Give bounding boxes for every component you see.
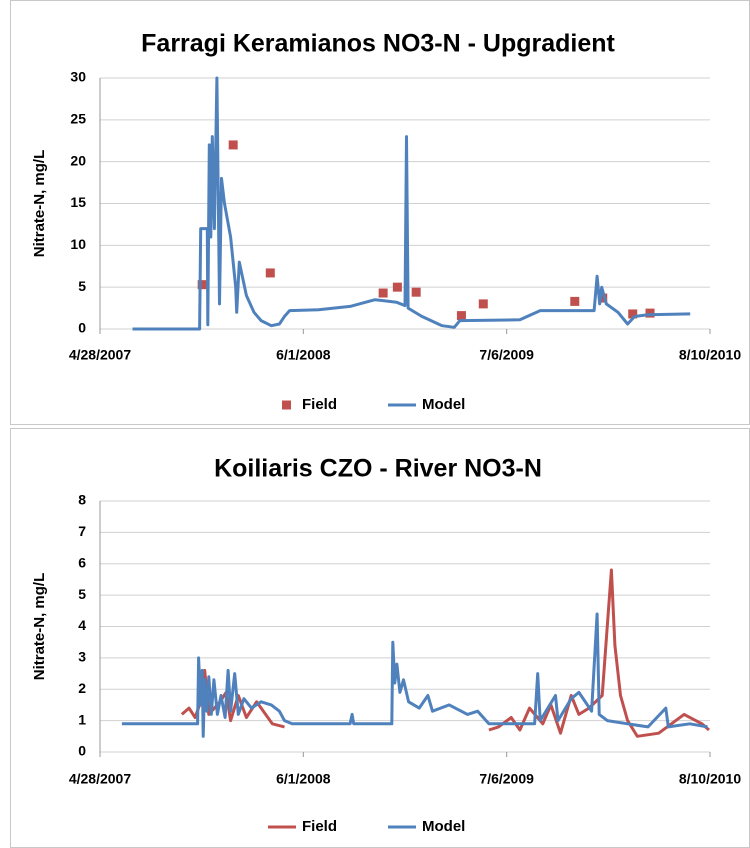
data-point <box>628 309 638 319</box>
legend-label: Model <box>422 818 465 835</box>
x-tick-label: 6/1/2008 <box>276 771 331 787</box>
x-tick-label: 7/6/2009 <box>479 771 534 787</box>
data-point <box>265 268 275 278</box>
x-tick-label: 8/10/2010 <box>679 347 741 363</box>
legend-label: Field <box>302 396 337 413</box>
chart-title: Farragi Keramianos NO3-N - Upgradient <box>141 30 615 58</box>
y-tick-label: 30 <box>70 69 86 85</box>
chart-title: Koiliaris CZO - River NO3-N <box>214 455 542 483</box>
data-point <box>197 280 207 290</box>
y-tick-label: 4 <box>78 617 86 633</box>
data-point <box>598 293 608 303</box>
data-point <box>411 287 421 297</box>
x-tick-label: 7/6/2009 <box>479 347 534 363</box>
y-axis-title: Nitrate-N, mg/L <box>31 573 48 681</box>
x-tick-label: 8/10/2010 <box>679 771 741 787</box>
y-tick-label: 0 <box>78 743 86 759</box>
x-tick-label: 6/1/2008 <box>276 347 331 363</box>
y-tick-label: 8 <box>78 492 86 508</box>
y-tick-label: 10 <box>70 236 86 252</box>
y-tick-label: 25 <box>70 111 86 127</box>
y-tick-label: 6 <box>78 554 86 570</box>
panel-border <box>10 0 750 425</box>
y-tick-label: 15 <box>70 194 86 210</box>
y-axis-title: Nitrate-N, mg/L <box>31 150 48 258</box>
data-point <box>478 299 488 309</box>
data-point <box>392 282 402 292</box>
data-point <box>645 308 655 318</box>
y-tick-label: 7 <box>78 523 86 539</box>
y-tick-label: 2 <box>78 680 86 696</box>
legend-swatch <box>282 400 291 410</box>
data-point <box>228 140 238 150</box>
series-line <box>132 76 691 331</box>
panel-border <box>10 428 750 848</box>
legend-label: Model <box>422 396 465 413</box>
y-tick-label: 3 <box>78 649 86 665</box>
x-tick-label: 4/28/2007 <box>69 771 131 787</box>
y-tick-label: 5 <box>78 278 86 294</box>
y-tick-label: 20 <box>70 152 86 168</box>
data-point <box>570 296 580 306</box>
x-tick-label: 4/28/2007 <box>69 347 131 363</box>
legend-label: Field <box>302 818 337 835</box>
y-tick-label: 0 <box>78 320 86 336</box>
data-point <box>456 311 466 321</box>
y-tick-label: 1 <box>78 711 86 727</box>
y-tick-label: 5 <box>78 586 86 602</box>
series-line <box>121 612 708 738</box>
data-point <box>378 288 388 298</box>
